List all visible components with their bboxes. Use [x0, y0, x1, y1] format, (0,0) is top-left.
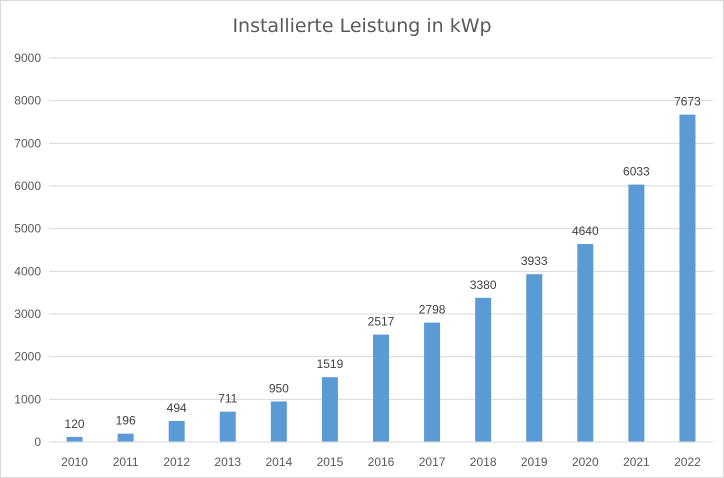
bar: [168, 420, 185, 442]
x-tick-label: 2021: [623, 455, 650, 469]
y-tick-label: 0: [34, 435, 41, 449]
data-label: 6033: [623, 165, 650, 179]
chart-title: Installierte Leistung in kWp: [232, 15, 492, 37]
y-tick-label: 7000: [14, 136, 41, 150]
bar: [117, 433, 134, 442]
x-tick-label: 2019: [521, 455, 548, 469]
bar: [270, 401, 287, 442]
x-tick-label: 2015: [317, 455, 344, 469]
data-label: 494: [167, 401, 187, 415]
data-label: 7673: [674, 95, 701, 109]
bar: [679, 114, 696, 443]
x-tick-label: 2012: [163, 455, 190, 469]
bar: [526, 274, 543, 442]
data-label: 4640: [572, 224, 599, 238]
bar: [373, 334, 389, 442]
y-tick-label: 9000: [14, 51, 41, 65]
y-tick-label: 2000: [14, 350, 41, 364]
x-tick-label: 2018: [470, 455, 497, 469]
data-label: 1519: [317, 357, 344, 371]
bar: [628, 184, 645, 443]
bar: [475, 297, 492, 442]
x-tick-label: 2014: [265, 455, 292, 469]
x-tick-label: 2013: [214, 455, 241, 469]
bar: [577, 244, 594, 442]
data-label: 950: [269, 381, 289, 395]
y-tick-label: 8000: [14, 94, 41, 108]
y-tick-label: 5000: [14, 222, 41, 236]
bar: [424, 322, 441, 442]
data-label: 3933: [521, 254, 548, 268]
data-label: 3380: [470, 278, 497, 292]
y-tick-label: 1000: [14, 392, 41, 406]
x-tick-label: 2011: [113, 455, 139, 469]
y-tick-label: 3000: [14, 307, 41, 321]
data-label: 2517: [368, 315, 395, 329]
bar: [66, 436, 83, 442]
data-label: 120: [65, 417, 85, 431]
y-tick-label: 4000: [14, 264, 41, 278]
data-label: 196: [116, 414, 136, 428]
x-tick-label: 2016: [368, 455, 395, 469]
data-label: 2798: [419, 303, 446, 317]
data-label: 711: [218, 392, 237, 406]
x-tick-label: 2017: [419, 455, 446, 469]
x-tick-label: 2022: [674, 455, 701, 469]
bar: [321, 377, 338, 442]
y-tick-label: 6000: [14, 179, 41, 193]
bar: [219, 411, 236, 442]
x-tick-label: 2010: [61, 455, 88, 469]
x-tick-label: 2020: [572, 455, 599, 469]
